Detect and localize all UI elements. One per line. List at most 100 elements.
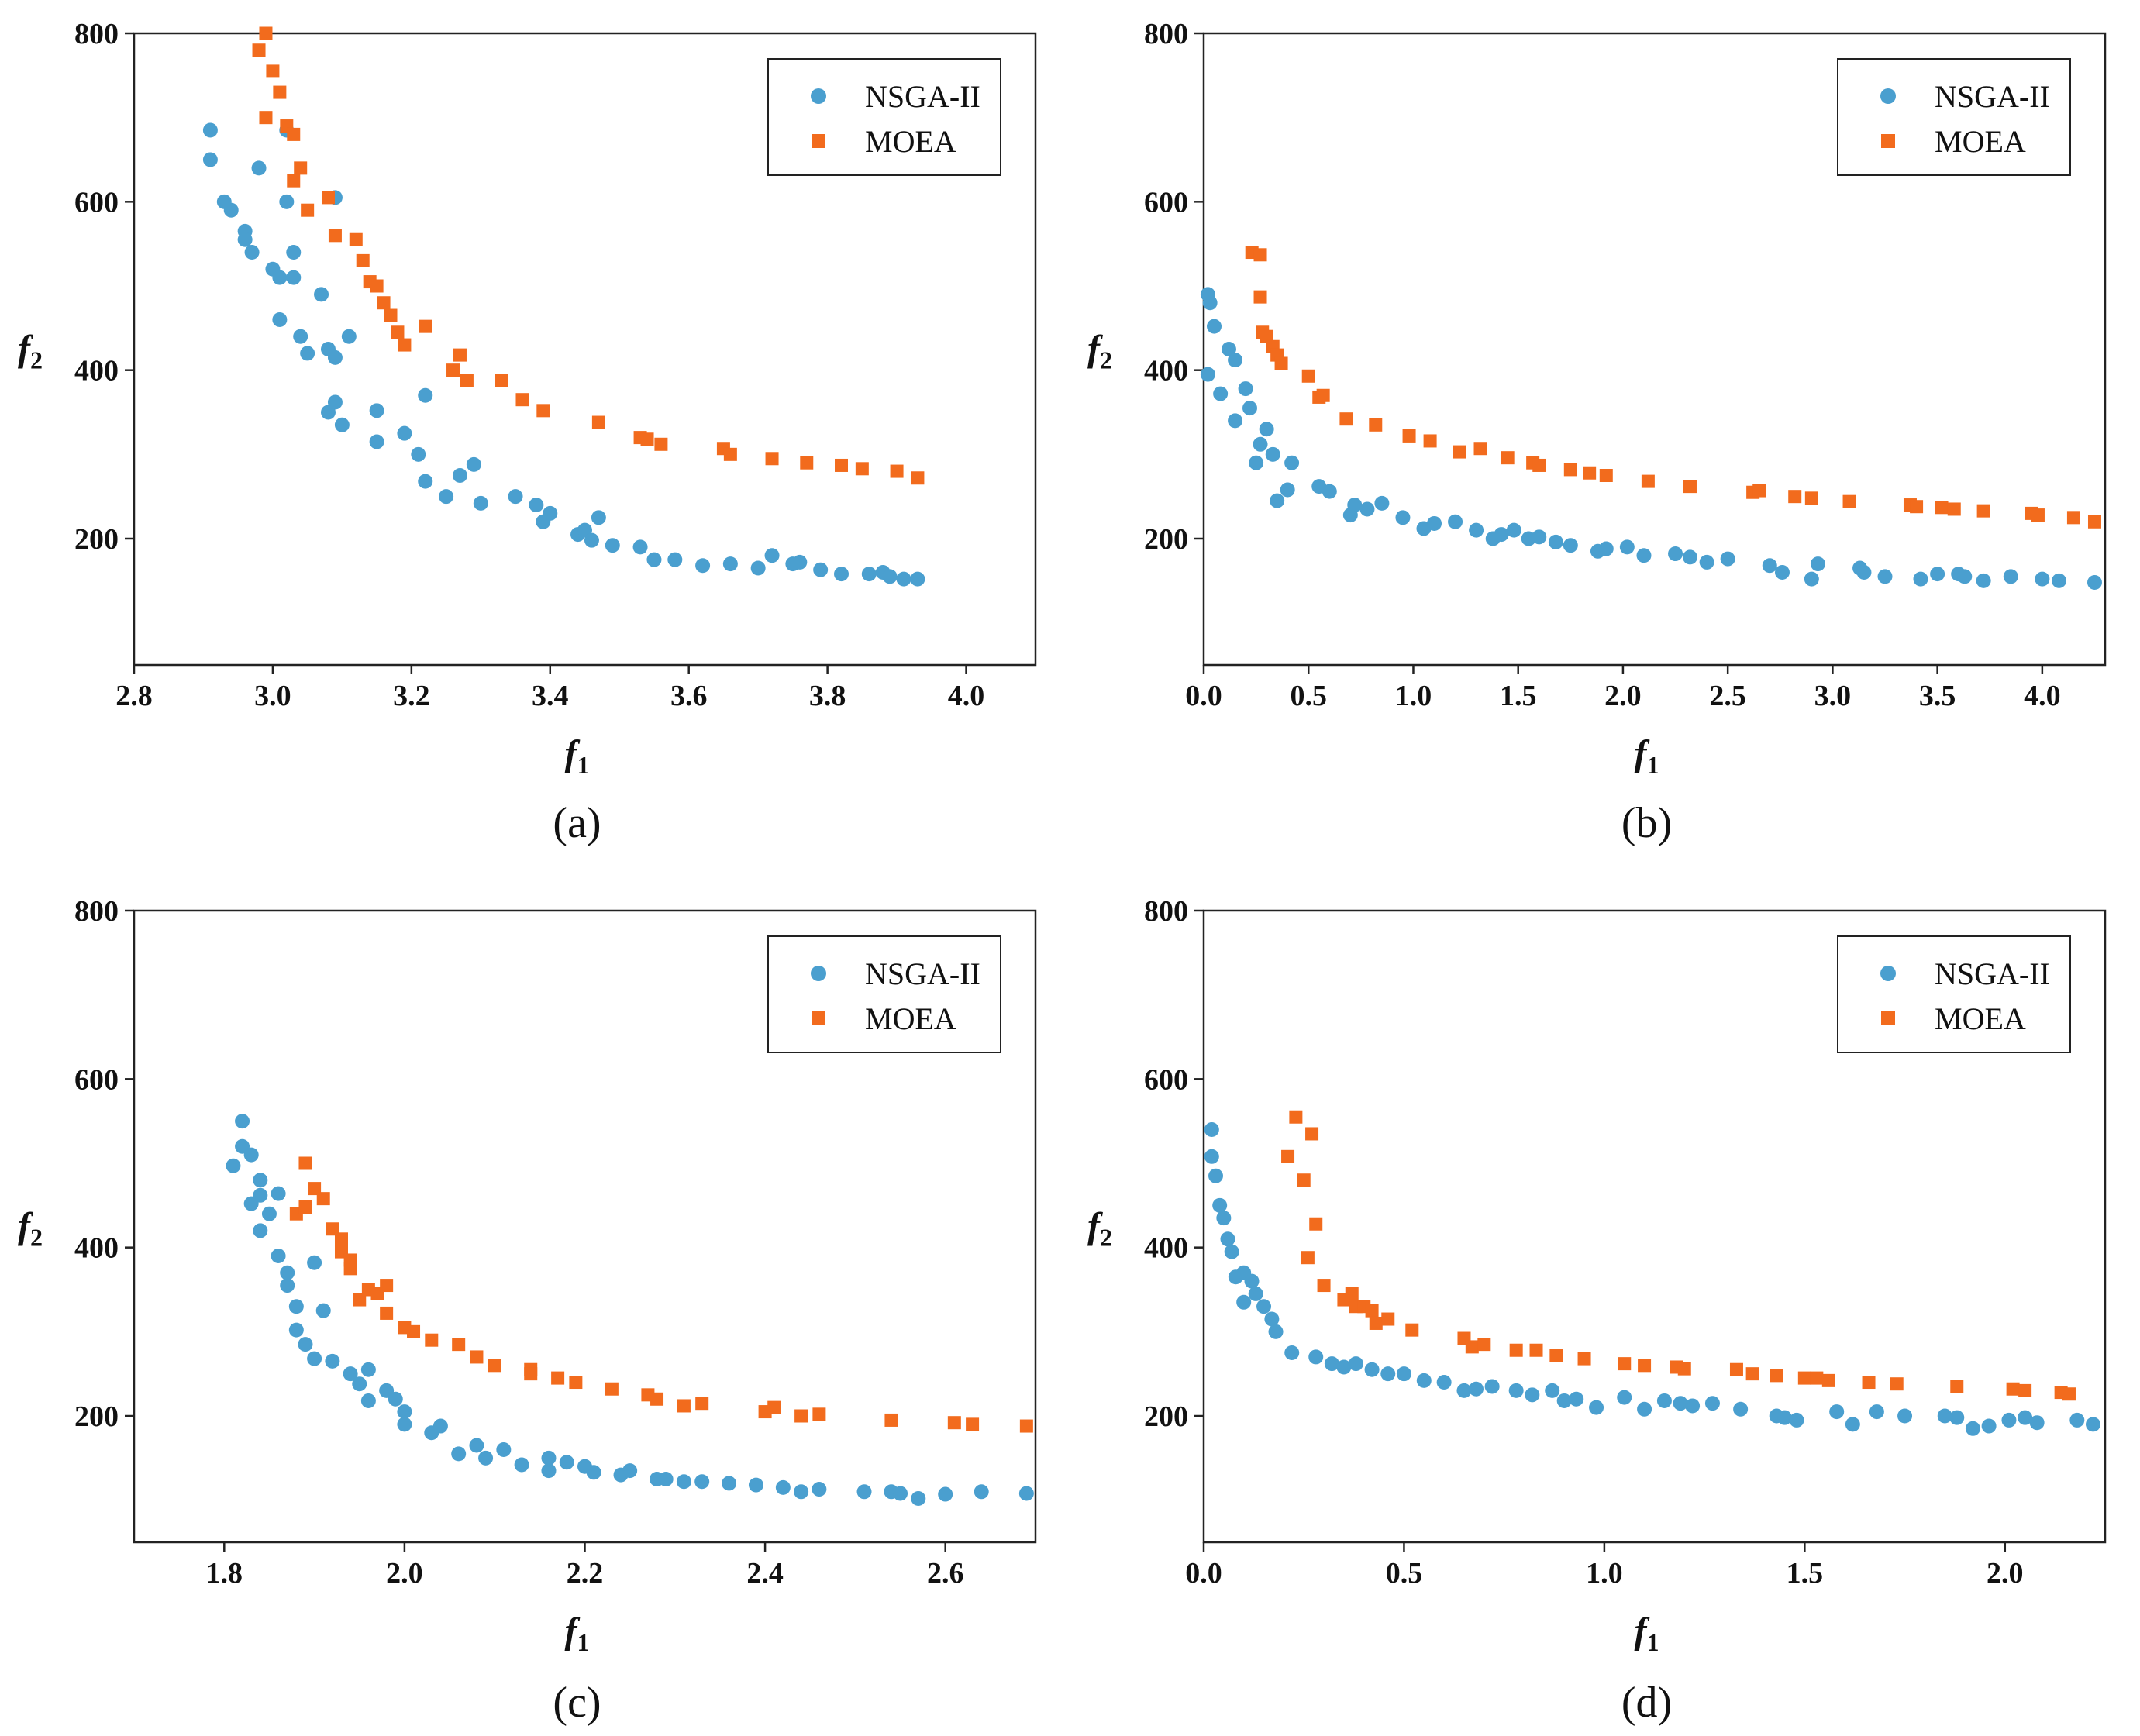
series-moea xyxy=(1245,246,2101,529)
data-point-square xyxy=(1804,491,1818,505)
data-point-square xyxy=(536,404,550,418)
data-point-square xyxy=(1509,1343,1523,1357)
data-point-square xyxy=(377,296,391,310)
data-point-circle xyxy=(856,1484,872,1500)
legend: NSGA-II MOEA xyxy=(767,58,1001,176)
data-point-circle xyxy=(508,489,523,505)
data-point-square xyxy=(301,203,315,217)
data-point-circle xyxy=(466,456,481,472)
data-point-circle xyxy=(1720,551,1735,567)
data-point-circle xyxy=(1268,1324,1284,1339)
data-point-circle xyxy=(293,329,308,344)
data-point-circle xyxy=(1248,1286,1263,1301)
data-point-circle xyxy=(1913,571,1928,587)
data-point-circle xyxy=(360,1393,376,1408)
data-point-circle xyxy=(1563,538,1578,553)
data-point-square xyxy=(966,1417,980,1431)
data-point-circle xyxy=(451,1446,467,1462)
data-point-circle xyxy=(1682,549,1697,565)
x-tick-label: 3.0 xyxy=(1814,680,1852,712)
data-point-circle xyxy=(334,417,350,432)
y-tick-label: 200 xyxy=(1144,523,1188,556)
data-point-square xyxy=(266,64,280,78)
data-point-circle xyxy=(1395,510,1411,525)
x-axis-label-sub: 1 xyxy=(577,1628,589,1656)
data-point-square xyxy=(488,1359,501,1373)
data-point-circle xyxy=(750,560,766,576)
data-point-circle xyxy=(1221,342,1236,356)
legend: NSGA-II MOEA xyxy=(767,935,1001,1053)
data-point-circle xyxy=(253,1173,268,1188)
x-tick-label: 4.0 xyxy=(948,680,985,712)
data-point-square xyxy=(654,437,668,451)
data-point-circle xyxy=(1284,1345,1300,1360)
data-point-circle xyxy=(1704,1396,1720,1411)
data-point-square xyxy=(1339,412,1353,426)
data-point-square xyxy=(767,1400,781,1414)
x-tick-label: 3.8 xyxy=(809,680,846,712)
y-tick-label: 400 xyxy=(74,355,119,388)
data-point-circle xyxy=(559,1455,574,1470)
data-point-square xyxy=(326,1222,339,1236)
data-point-circle xyxy=(1236,1294,1252,1310)
legend-box xyxy=(767,935,1001,1053)
data-point-square xyxy=(384,308,398,322)
data-point-circle xyxy=(1569,1391,1584,1407)
x-tick-label: 4.0 xyxy=(2024,680,2061,712)
data-point-circle xyxy=(584,532,599,548)
data-point-circle xyxy=(1897,1408,1913,1424)
data-point-square xyxy=(328,229,342,243)
data-point-square xyxy=(1677,1362,1691,1376)
data-point-circle xyxy=(541,1450,557,1466)
data-point-circle xyxy=(469,1438,484,1453)
series-nsga-ii xyxy=(226,1114,1034,1506)
data-point-circle xyxy=(244,245,260,260)
data-point-square xyxy=(273,85,287,99)
panel-c: 1.8 2.0 2.2 2.4 2.6200400600800f1f2(c)NSGA-I… xyxy=(18,895,1037,1727)
data-point-circle xyxy=(2035,571,2050,587)
data-point-circle xyxy=(1256,1299,1272,1314)
data-point-circle xyxy=(1668,546,1683,562)
data-point-square xyxy=(1935,501,1949,515)
data-point-square xyxy=(419,319,432,333)
data-point-circle xyxy=(2087,575,2102,591)
data-point-square xyxy=(1641,474,1655,488)
data-point-square xyxy=(259,26,273,40)
data-point-circle xyxy=(307,1255,322,1270)
panel-caption: (d) xyxy=(1621,1679,1672,1727)
data-point-circle xyxy=(1238,381,1253,397)
data-point-circle xyxy=(1548,534,1563,549)
y-tick-label: 600 xyxy=(1144,1063,1188,1096)
data-point-circle xyxy=(1359,501,1375,517)
data-point-circle xyxy=(439,489,454,505)
data-point-circle xyxy=(418,474,433,489)
data-point-square xyxy=(425,1333,439,1347)
data-point-square xyxy=(287,127,301,141)
data-point-square xyxy=(1402,429,1416,443)
data-point-square xyxy=(1583,466,1597,480)
data-point-circle xyxy=(1347,498,1363,513)
legend-marker-circle xyxy=(811,966,826,981)
data-point-circle xyxy=(974,1484,989,1500)
legend-marker-circle xyxy=(811,88,826,104)
legend-label: NSGA-II xyxy=(865,956,980,991)
data-point-circle xyxy=(861,567,877,582)
data-point-square xyxy=(812,1407,826,1421)
data-point-circle xyxy=(307,1351,322,1366)
x-axis-label-main: f xyxy=(1635,1610,1650,1652)
x-tick-label: 3.5 xyxy=(1919,680,1956,712)
data-point-circle xyxy=(1228,413,1243,429)
data-point-circle xyxy=(223,202,239,218)
data-point-circle xyxy=(2029,1415,2045,1431)
y-axis-label-main: f xyxy=(18,329,33,370)
data-point-square xyxy=(569,1376,583,1390)
data-point-circle xyxy=(279,194,295,209)
data-point-square xyxy=(407,1324,421,1338)
data-point-circle xyxy=(1637,1401,1652,1417)
data-point-circle xyxy=(896,571,911,587)
data-point-square xyxy=(259,111,273,125)
x-axis-label-sub: 1 xyxy=(1646,1628,1659,1656)
y-tick-label: 600 xyxy=(74,186,119,219)
data-point-circle xyxy=(397,425,412,441)
data-point-square xyxy=(453,348,467,362)
